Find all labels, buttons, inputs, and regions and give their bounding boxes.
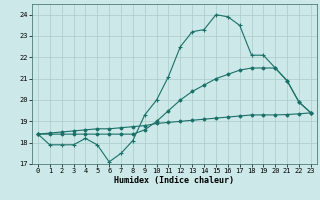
X-axis label: Humidex (Indice chaleur): Humidex (Indice chaleur) [115, 176, 234, 185]
